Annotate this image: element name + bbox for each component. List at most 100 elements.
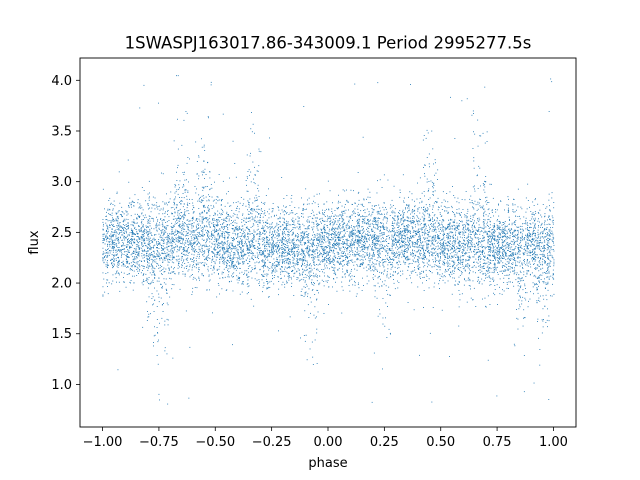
data-point	[222, 211, 224, 213]
data-point	[506, 243, 508, 245]
data-point	[530, 211, 532, 212]
data-point	[487, 234, 489, 236]
data-point	[395, 257, 397, 258]
data-point	[267, 256, 268, 258]
data-point	[316, 269, 317, 271]
data-point	[442, 263, 444, 265]
data-point	[291, 250, 293, 252]
data-point	[428, 236, 430, 238]
data-point	[226, 263, 228, 264]
data-point	[136, 241, 138, 242]
data-point	[333, 227, 334, 229]
data-point	[523, 252, 524, 254]
data-point	[405, 232, 406, 233]
data-point	[149, 248, 151, 250]
data-point	[158, 242, 160, 244]
data-point	[168, 250, 170, 252]
data-point	[195, 192, 197, 194]
data-point	[429, 235, 431, 237]
data-point	[271, 245, 273, 246]
data-point	[197, 228, 198, 230]
data-point	[146, 226, 148, 228]
data-point	[152, 259, 153, 261]
data-point	[156, 306, 158, 307]
data-point	[185, 111, 187, 112]
data-point	[217, 246, 218, 248]
data-point	[157, 220, 158, 222]
data-point	[337, 269, 339, 271]
data-point	[462, 255, 463, 256]
data-point	[503, 236, 505, 238]
data-point	[121, 253, 123, 255]
data-point	[306, 249, 308, 251]
data-point	[373, 279, 374, 280]
data-point	[259, 253, 261, 255]
data-point	[256, 234, 258, 236]
data-point	[417, 222, 419, 224]
data-point	[288, 273, 290, 274]
data-point	[131, 201, 133, 203]
data-point	[465, 215, 467, 216]
data-point	[468, 241, 469, 243]
data-point	[199, 255, 200, 257]
data-point	[199, 279, 200, 281]
data-point	[195, 235, 197, 237]
data-point	[386, 236, 387, 237]
data-point	[148, 236, 150, 238]
data-point	[276, 266, 278, 267]
data-point	[488, 251, 489, 253]
data-point	[493, 232, 495, 234]
data-point	[373, 255, 375, 257]
data-point	[337, 228, 339, 230]
data-point	[420, 241, 421, 243]
data-point	[521, 237, 523, 239]
data-point	[182, 241, 183, 243]
data-point	[374, 275, 376, 277]
data-point	[523, 238, 525, 239]
data-point	[318, 292, 319, 294]
data-point	[548, 264, 550, 266]
data-point	[454, 249, 456, 251]
data-point	[118, 210, 120, 212]
data-point	[534, 258, 536, 260]
data-point	[485, 214, 487, 216]
data-point	[341, 286, 343, 288]
data-point	[236, 228, 238, 229]
data-point	[425, 209, 427, 211]
data-point	[545, 284, 547, 285]
data-point	[412, 270, 413, 272]
data-point	[107, 263, 108, 265]
data-point	[499, 262, 501, 264]
data-point	[329, 221, 331, 223]
data-point	[421, 216, 423, 218]
data-point	[423, 209, 425, 211]
data-point	[336, 261, 338, 263]
data-point	[540, 226, 541, 228]
data-point	[529, 298, 531, 300]
data-point	[354, 241, 356, 243]
data-point	[437, 256, 439, 258]
data-point	[127, 222, 129, 224]
data-point	[263, 282, 265, 284]
data-point	[433, 185, 435, 186]
data-point	[376, 260, 378, 262]
data-point	[481, 244, 483, 246]
data-point	[457, 228, 459, 230]
data-point	[442, 228, 444, 230]
data-point	[351, 236, 353, 237]
data-point	[478, 259, 479, 261]
data-point	[139, 217, 140, 218]
data-point	[492, 232, 494, 234]
data-point	[127, 240, 129, 242]
data-point	[157, 243, 159, 245]
data-point	[501, 265, 503, 267]
data-point	[224, 276, 226, 278]
data-point	[240, 236, 242, 237]
data-point	[424, 241, 426, 243]
data-point	[248, 169, 250, 171]
data-point	[423, 219, 425, 221]
data-point	[301, 250, 303, 251]
data-point	[273, 235, 274, 237]
data-point	[321, 240, 323, 242]
data-point	[344, 236, 346, 237]
